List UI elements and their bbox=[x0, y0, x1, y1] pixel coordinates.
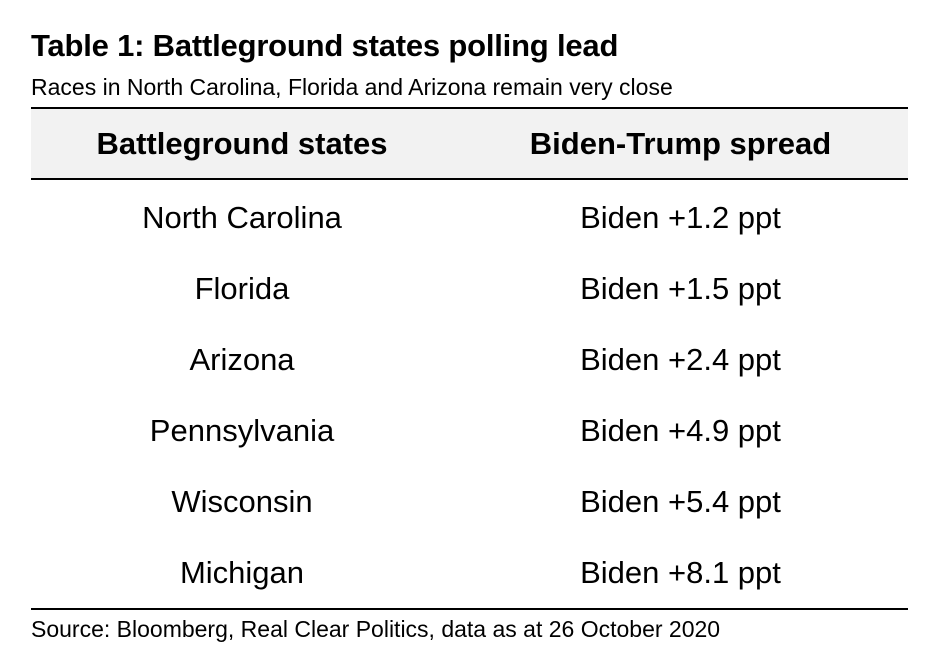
spread-cell: Biden +4.9 ppt bbox=[580, 412, 781, 448]
table-row: Pennsylvania Biden +4.9 ppt bbox=[31, 395, 908, 466]
table-row: Michigan Biden +8.1 ppt bbox=[31, 537, 908, 608]
spread-cell: Biden +2.4 ppt bbox=[580, 341, 781, 377]
table-body: North Carolina Biden +1.2 ppt Florida Bi… bbox=[31, 180, 908, 610]
table-row: Wisconsin Biden +5.4 ppt bbox=[31, 466, 908, 537]
spread-cell: Biden +8.1 ppt bbox=[580, 554, 781, 590]
column-header-states: Battleground states bbox=[96, 125, 388, 161]
state-cell: Pennsylvania bbox=[149, 412, 335, 448]
state-cell: Michigan bbox=[179, 554, 305, 590]
source-note: Source: Bloomberg, Real Clear Politics, … bbox=[31, 616, 721, 642]
state-cell: Wisconsin bbox=[171, 483, 313, 519]
state-cell: North Carolina bbox=[142, 199, 342, 235]
table-row: Arizona Biden +2.4 ppt bbox=[31, 324, 908, 395]
table-row: North Carolina Biden +1.2 ppt bbox=[31, 182, 908, 253]
state-cell: Arizona bbox=[189, 341, 295, 377]
spread-cell: Biden +5.4 ppt bbox=[580, 483, 781, 519]
table-title: Table 1: Battleground states polling lea… bbox=[31, 28, 619, 63]
state-cell: Florida bbox=[194, 270, 290, 306]
spread-cell: Biden +1.2 ppt bbox=[580, 199, 781, 235]
spread-cell: Biden +1.5 ppt bbox=[580, 270, 781, 306]
table-header-row: Battleground states Biden-Trump spread bbox=[31, 107, 908, 180]
polling-table: Battleground states Biden-Trump spread N… bbox=[31, 107, 908, 610]
column-header-spread: Biden-Trump spread bbox=[529, 125, 832, 161]
table-subtitle: Races in North Carolina, Florida and Ari… bbox=[31, 74, 673, 100]
table-row: Florida Biden +1.5 ppt bbox=[31, 253, 908, 324]
